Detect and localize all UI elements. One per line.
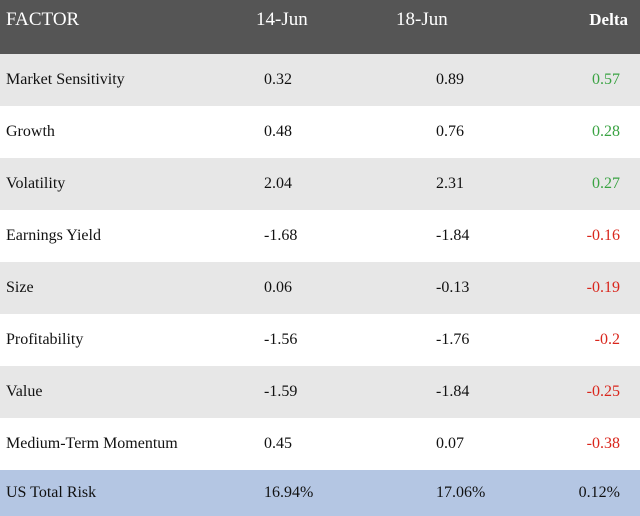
value-date-2: -1.84 [436, 227, 470, 244]
header-date-2: 18-Jun [396, 9, 448, 30]
value-date-1: 0.32 [264, 71, 292, 88]
table-row: Growth 0.48 0.76 0.28 [0, 106, 640, 158]
total-value-date-2: 17.06% [436, 484, 486, 501]
total-label: US Total Risk [6, 484, 97, 501]
header-factor: FACTOR [6, 9, 80, 30]
table-row: Market Sensitivity 0.32 0.89 0.57 [0, 54, 640, 106]
value-date-1: 0.48 [264, 123, 292, 140]
total-row: US Total Risk 16.94% 17.06% 0.12% [0, 470, 640, 516]
table-row: Earnings Yield -1.68 -1.84 -0.16 [0, 210, 640, 262]
delta-value: 0.57 [592, 71, 620, 88]
value-date-1: -1.59 [264, 383, 298, 400]
total-value-date-1: 16.94% [264, 484, 314, 501]
header-date-1: 14-Jun [256, 9, 308, 30]
factor-name: Size [6, 279, 34, 296]
delta-value: -0.2 [594, 331, 620, 348]
factor-name: Earnings Yield [6, 227, 101, 244]
delta-value: -0.38 [586, 435, 620, 452]
delta-value: -0.16 [586, 227, 620, 244]
delta-value: 0.27 [592, 175, 620, 192]
header-row: FACTOR 14-Jun 18-Jun Delta [0, 0, 640, 54]
factor-name: Profitability [6, 331, 84, 348]
value-date-2: 0.89 [436, 71, 464, 88]
value-date-2: 0.07 [436, 435, 464, 452]
value-date-2: -1.84 [436, 383, 470, 400]
table-row: Medium-Term Momentum 0.45 0.07 -0.38 [0, 418, 640, 470]
value-date-2: 2.31 [436, 175, 464, 192]
value-date-2: -1.76 [436, 331, 470, 348]
factor-name: Growth [6, 123, 55, 140]
factor-name: Medium-Term Momentum [6, 435, 178, 452]
total-delta-value: 0.12% [578, 484, 620, 501]
value-date-1: 2.04 [264, 175, 292, 192]
table-header: FACTOR 14-Jun 18-Jun Delta [0, 0, 640, 54]
table-row: Profitability -1.56 -1.76 -0.2 [0, 314, 640, 366]
delta-value: -0.25 [586, 383, 620, 400]
factor-name: Market Sensitivity [6, 71, 125, 88]
factor-name: Value [6, 383, 43, 400]
delta-value: -0.19 [586, 279, 620, 296]
header-delta: Delta [589, 10, 628, 29]
factor-name: Volatility [6, 175, 66, 192]
value-date-1: -1.68 [264, 227, 298, 244]
value-date-1: -1.56 [264, 331, 298, 348]
table-row: Size 0.06 -0.13 -0.19 [0, 262, 640, 314]
value-date-2: 0.76 [436, 123, 464, 140]
value-date-1: 0.45 [264, 435, 292, 452]
table-row: Value -1.59 -1.84 -0.25 [0, 366, 640, 418]
table-row: Volatility 2.04 2.31 0.27 [0, 158, 640, 210]
table-body: Market Sensitivity 0.32 0.89 0.57 Growth… [0, 54, 640, 516]
value-date-2: -0.13 [436, 279, 470, 296]
value-date-1: 0.06 [264, 279, 292, 296]
delta-value: 0.28 [592, 123, 620, 140]
